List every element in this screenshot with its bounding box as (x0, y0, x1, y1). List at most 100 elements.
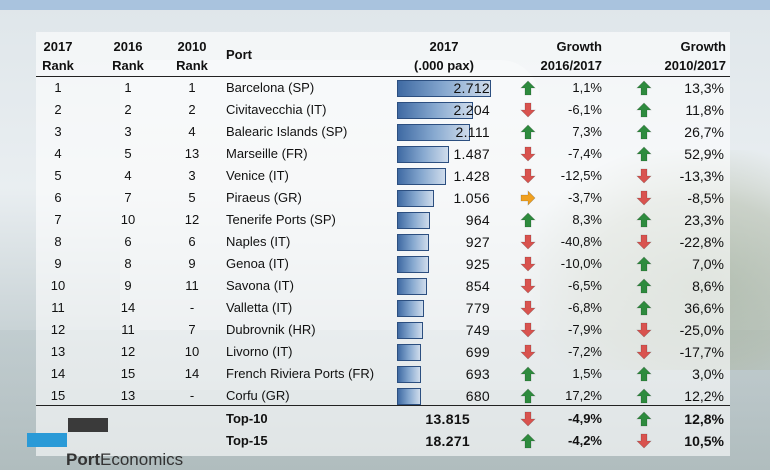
arrow-flat-icon (520, 190, 536, 206)
rank-2010-cell: 4 (188, 124, 196, 139)
port-economics-logo: PortEconomics (66, 450, 184, 469)
arrow-up-icon (636, 124, 652, 140)
header-rank-2017: 2017 Rank (42, 39, 74, 73)
rank-2010-cell: 5 (188, 190, 196, 205)
rank-2016-cell: 7 (124, 190, 132, 205)
arrow-down-icon (520, 256, 536, 272)
arrow-down-icon (520, 102, 536, 118)
growth-2016-2017-cell: -7,9% (568, 322, 602, 337)
header-port: Port (226, 47, 252, 62)
arrow-down-icon (520, 278, 536, 294)
rank-2010-cell: 7 (188, 322, 196, 337)
pax-bar (397, 344, 421, 361)
port-name-cell: Dubrovnik (HR) (226, 322, 316, 337)
pax-value-cell: 749 (465, 322, 490, 338)
port-name-cell: Genoa (IT) (226, 256, 289, 271)
growth-2010-2017-cell: 12,2% (684, 388, 724, 404)
arrow-down-icon (520, 234, 536, 250)
growth-2016-2017-cell: -7,4% (568, 146, 602, 161)
growth-2016-2017-cell: -3,7% (568, 190, 602, 205)
rank-2017-cell: 7 (54, 212, 62, 227)
pax-value-cell: 680 (465, 388, 490, 404)
growth-2010-2017-cell: 3,0% (692, 366, 724, 382)
growth-2010-2017-cell: -22,8% (679, 234, 724, 250)
pax-bar (397, 212, 430, 229)
arrow-down-icon (636, 344, 652, 360)
header-rank-2010: 2010 Rank (176, 39, 208, 73)
totals-label-cell: Top-15 (226, 433, 268, 448)
rank-2017-cell: 12 (50, 322, 66, 337)
growth-2010-2017-cell: 8,6% (692, 278, 724, 294)
pax-bar (397, 256, 429, 273)
arrow-up-icon (636, 80, 652, 96)
header-rank-2016: 2016 Rank (112, 39, 144, 73)
rank-2016-cell: 4 (124, 168, 132, 183)
pax-value-cell: 1.056 (453, 190, 490, 206)
pax-value-cell: 1.428 (453, 168, 490, 184)
pax-bar (397, 146, 449, 163)
rank-2017-cell: 4 (54, 146, 62, 161)
rank-2017-cell: 6 (54, 190, 62, 205)
pax-bar (397, 278, 427, 295)
port-name-cell: Corfu (GR) (226, 388, 290, 403)
growth-2016-2017-cell: -7,2% (568, 344, 602, 359)
arrow-up-icon (636, 146, 652, 162)
rank-2016-cell: 12 (120, 344, 136, 359)
rank-2017-cell: 8 (54, 234, 62, 249)
rank-2010-cell: 14 (184, 366, 200, 381)
ranking-table-panel (36, 32, 730, 456)
rank-2016-cell: 13 (120, 388, 136, 403)
rank-2010-cell: 11 (185, 278, 199, 293)
arrow-up-icon (636, 366, 652, 382)
arrow-up-icon (636, 102, 652, 118)
totals-pax-cell: 18.271 (425, 433, 470, 449)
rank-2017-cell: 11 (51, 300, 65, 315)
rank-2016-cell: 5 (124, 146, 132, 161)
pax-bar (397, 300, 424, 317)
growth-2016-2017-cell: -6,1% (568, 102, 602, 117)
pax-bar (397, 388, 421, 405)
growth-2010-2017-cell: 26,7% (684, 124, 724, 140)
growth-2016-2017-cell: 17,2% (565, 388, 602, 403)
rank-2017-cell: 2 (54, 102, 62, 117)
port-name-cell: Balearic Islands (SP) (226, 124, 348, 139)
growth-2016-2017-cell: 8,3% (572, 212, 602, 227)
growth-2010-2017-cell: -17,7% (679, 344, 724, 360)
rank-2016-cell: 2 (124, 102, 132, 117)
arrow-down-icon (520, 168, 536, 184)
header-growth-2016-2017: Growth 2016/2017 (540, 39, 602, 73)
totals-growth-2016-2017-cell: -4,2% (568, 433, 602, 448)
pax-bar (397, 80, 491, 97)
arrow-down-icon (520, 322, 536, 338)
rank-2017-cell: 13 (50, 344, 66, 359)
totals-pax-cell: 13.815 (425, 411, 470, 427)
arrow-up-icon (520, 80, 536, 96)
arrow-up-icon (520, 124, 536, 140)
rank-2017-cell: 14 (50, 366, 66, 381)
rank-2017-cell: 1 (54, 80, 62, 95)
rank-2010-cell: 6 (188, 234, 196, 249)
rank-2016-cell: 9 (124, 278, 132, 293)
arrow-down-icon (520, 300, 536, 316)
rank-2010-cell: 1 (188, 80, 196, 95)
growth-2016-2017-cell: -10,0% (560, 256, 602, 271)
pax-value-cell: 964 (465, 212, 490, 228)
arrow-up-icon (636, 256, 652, 272)
growth-2010-2017-cell: 23,3% (684, 212, 724, 228)
pax-bar (397, 168, 446, 185)
port-name-cell: Naples (IT) (226, 234, 291, 249)
arrow-down-icon (636, 234, 652, 250)
rank-2017-cell: 10 (50, 278, 66, 293)
rank-2016-cell: 6 (124, 234, 132, 249)
port-name-cell: Tenerife Ports (SP) (226, 212, 336, 227)
growth-2016-2017-cell: -6,8% (568, 300, 602, 315)
growth-2016-2017-cell: 7,3% (572, 124, 602, 139)
arrow-down-icon (636, 190, 652, 206)
rank-2016-cell: 10 (120, 212, 136, 227)
growth-2010-2017-cell: -13,3% (679, 168, 724, 184)
logo-dark-block (68, 418, 108, 432)
rank-2010-cell: 9 (188, 256, 196, 271)
totals-label-cell: Top-10 (226, 411, 268, 426)
arrow-up-icon (636, 212, 652, 228)
logo-blue-block (27, 433, 67, 447)
